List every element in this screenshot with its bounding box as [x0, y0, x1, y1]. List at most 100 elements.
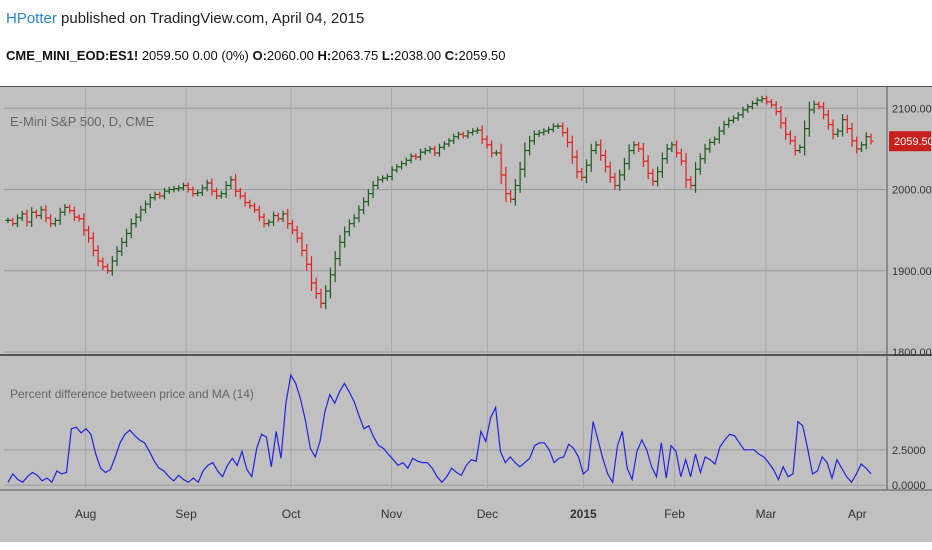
ohlc-bar — [237, 187, 243, 200]
high-value: 2063.75 — [331, 48, 379, 63]
high-label: H: — [317, 48, 332, 63]
ohlc-bar — [754, 97, 760, 107]
ohlc-bar — [716, 126, 722, 144]
ohlc-bar — [726, 117, 732, 128]
ohlc-bar — [161, 187, 167, 200]
ohlc-bar — [190, 186, 196, 197]
close-value: 2059.50 — [458, 48, 506, 63]
ohlc-bar — [422, 147, 428, 155]
ohlc-bar — [612, 172, 618, 190]
ohlc-bar — [57, 207, 63, 225]
ohlc-bar — [863, 132, 869, 150]
panel-frames — [0, 85, 932, 491]
ohlc-bar — [650, 168, 656, 186]
ohlc-bar — [233, 174, 239, 197]
ohlc-bar — [100, 257, 106, 271]
ohlc-bar — [811, 100, 817, 114]
ohlc-bar — [332, 251, 338, 283]
ohlc-bar — [408, 153, 414, 164]
ohlc-bar — [370, 181, 376, 199]
ohlc-bar — [252, 202, 258, 213]
author-link[interactable]: HPotter — [6, 10, 57, 27]
chart-svg[interactable]: 2100.00 2000.00 1900.00 1800.00 2.5000 0.0000… — [0, 85, 932, 542]
ohlc-bar — [133, 213, 139, 228]
ohlc-bar — [489, 140, 495, 158]
ohlc-bar — [792, 135, 798, 156]
ohlc-bar — [655, 166, 661, 187]
ohlc-bar — [645, 155, 651, 180]
ohlc-bar — [214, 187, 220, 200]
ohlc-bar — [147, 193, 153, 209]
ohlc-bar — [830, 119, 836, 140]
ohlc-bar — [512, 179, 518, 206]
ohlc-bar — [735, 112, 741, 121]
price-tick-label: 1900.00 — [892, 266, 932, 278]
publication-text: published on TradingView.com, April 04, … — [56, 10, 365, 27]
ohlc-bar — [242, 192, 248, 207]
ohlc-bar — [588, 143, 594, 172]
x-tick-label: Sep — [175, 507, 197, 521]
x-tick-label: Aug — [75, 507, 96, 521]
ohlc-bar — [806, 101, 812, 137]
grid-lines — [4, 88, 887, 488]
ohlc-bar — [574, 150, 580, 179]
ohlc-bar — [493, 150, 499, 156]
ohlc-bar — [375, 176, 381, 190]
ohlc-bar — [474, 127, 480, 134]
ohlc-bar — [849, 122, 855, 147]
ohlc-bar — [76, 214, 82, 222]
ohlc-bar — [356, 205, 362, 223]
ohlc-bar — [712, 136, 718, 146]
x-tick-label: 2015 — [570, 507, 597, 521]
ohlc-bar — [185, 182, 191, 193]
ohlc-bar — [555, 123, 561, 129]
last-price: 2059.50 — [141, 48, 189, 63]
ohlc-bar — [816, 101, 822, 110]
indicator-tick-label: 2.5000 — [892, 445, 926, 457]
ohlc-bar — [346, 219, 352, 237]
ohlc-bar — [48, 214, 54, 228]
indicator-tick-label: 0.0000 — [892, 480, 926, 492]
ohlc-bar — [683, 152, 689, 188]
ohlc-bar — [451, 133, 457, 144]
ohlc-bar — [508, 189, 514, 203]
ohlc-bar — [631, 141, 637, 155]
last-price-tag — [889, 131, 931, 152]
ohlc-bar — [228, 176, 234, 190]
ohlc-bar — [854, 136, 860, 154]
ohlc-bar — [394, 164, 400, 173]
x-tick-label: Mar — [756, 507, 777, 521]
ohlc-bar — [327, 267, 333, 299]
ohlc-bar — [844, 114, 850, 134]
ohlc-bar — [740, 106, 746, 119]
ohlc-bar — [261, 213, 267, 228]
indicator-pane-title: Percent difference between price and MA … — [10, 387, 254, 401]
ohlc-bar — [105, 263, 111, 274]
ohlc-bar — [669, 141, 675, 152]
ohlc-bar — [10, 217, 16, 227]
ohlc-bar — [522, 142, 528, 178]
publication-line: HPotter published on TradingView.com, Ap… — [6, 10, 364, 27]
chart-area[interactable]: 2100.00 2000.00 1900.00 1800.00 2.5000 0.0000… — [0, 85, 932, 542]
ohlc-bar — [204, 179, 210, 192]
ohlc-bar — [81, 213, 87, 236]
ohlc-bar — [840, 114, 846, 137]
ohlc-bar — [579, 168, 585, 181]
ohlc-bar — [664, 143, 670, 164]
ohlc-bar — [773, 101, 779, 116]
ohlc-bar — [446, 138, 452, 147]
ohlc-bar — [541, 128, 547, 136]
price-pane-title: E-Mini S&P 500, D, CME — [10, 114, 155, 129]
ohlc-bar — [157, 191, 163, 199]
ohlc-bar — [384, 173, 390, 181]
ohlc-bar — [266, 219, 272, 227]
ohlc-bar — [835, 128, 841, 138]
ohlc-bar — [299, 232, 305, 257]
ohlc-bar — [802, 120, 808, 156]
ohlc-bar — [460, 131, 466, 139]
ohlc-bar — [583, 159, 589, 184]
ohlc-bar — [195, 190, 201, 197]
ohlc-bar — [787, 130, 793, 145]
ohlc-bar — [52, 217, 58, 227]
ohlc-bar — [617, 169, 623, 191]
